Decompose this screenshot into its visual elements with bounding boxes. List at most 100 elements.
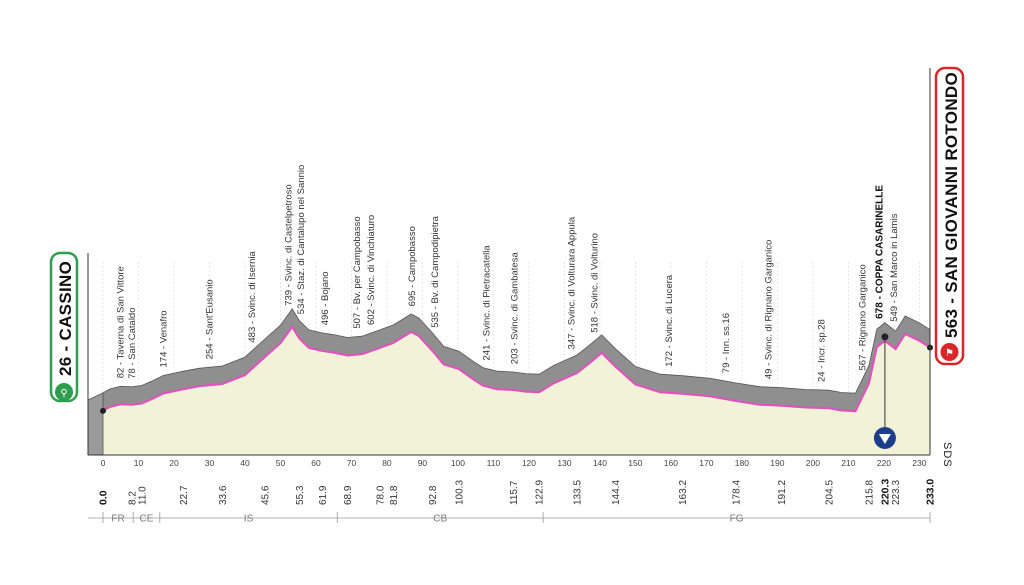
distance-label-16: 144.4 [611,480,622,505]
place-label-12: 241 - Svinc. di Pietracatella [481,245,492,361]
kom-point [881,333,889,341]
place-label-21: 678 - COPPA CASARINELLE [875,185,886,319]
km-tick-110: 110 [487,458,501,468]
distance-label-6: 55.3 [295,485,306,505]
kom-chevron-icon [878,434,891,444]
distance-label-3: 22.7 [179,485,190,505]
km-axis: 0 10 20 30 40 50 60 70 80 90 100 110 120 130 140 150 160… [87,68,931,468]
place-label-18: 49 - Svinc. di Rignano Garganico [764,240,775,379]
distance-label-0: 0.0 [98,490,110,505]
finish-icon [940,343,959,361]
distance-label-21: 215.8 [865,480,876,505]
km-tick-210: 210 [841,458,855,468]
start-altitude: 26 [56,356,75,376]
sds-label: SDS [941,442,953,468]
place-label-9: 602 - Svinc. di Vinchiaturo [366,215,377,325]
place-label-13: 203 - Svinc. di Gambatesa [510,252,521,365]
distance-label-4: 33.6 [218,485,229,505]
region-label-fr: FR [111,514,124,525]
place-label-0: 82 - Taverna di San Vittore [116,266,127,378]
km-tick-100: 100 [451,458,465,468]
km-tick-40: 40 [240,458,250,468]
km-tick-90: 90 [418,458,428,468]
distance-label-2: 11.0 [138,486,149,505]
distance-label-11: 92.8 [428,485,439,505]
km-tick-70: 70 [347,458,357,468]
km-tick-130: 130 [557,458,571,468]
place-label-15: 518 - Svinc. di Volturino [590,233,601,333]
place-label-10: 695 - Campobasso [407,226,418,306]
finish-icon-glyph: ⚑ [945,348,954,359]
km-tick-120: 120 [522,458,536,468]
region-label-fg: FG [730,514,744,525]
distance-label-12: 100.3 [455,480,466,505]
start-name: CASSINO [56,261,75,341]
profile-area [87,308,933,456]
km-tick-80: 80 [382,458,392,468]
km-tick-160: 160 [664,458,678,468]
distance-label-17: 163.2 [678,480,689,505]
start-icon [55,383,73,401]
start-icon-glyph: ⚲ [60,388,67,399]
distance-label-24: 233.0 [925,479,937,505]
finish-block: ⚑ 563 - SAN GIOVANNI ROTONDO [934,66,965,366]
place-label-5: 739 - Svinc. di Castelpetroso [284,184,295,305]
place-label-11: 535 - Bv. di Campodipietra [430,215,441,327]
distance-label-20: 204.5 [824,480,835,505]
place-label-3: 254 - Sant'Eusanio [205,279,216,359]
distance-label-9: 78.0 [375,485,386,505]
distance-label-7: 61.9 [318,485,329,505]
km-tick-230: 230 [912,458,926,468]
distance-label-18: 178.4 [732,480,743,505]
start-label: 26 - CASSINO [56,261,75,376]
distance-label-5: 45.6 [260,485,271,505]
km-tick-190: 190 [770,458,784,468]
profile-left-wall [87,392,104,456]
place-label-16: 172 - Svinc. di Lucera [664,274,675,367]
km-tick-0: 0 [101,458,106,468]
finish-label: 563 - SAN GIOVANNI ROTONDO [942,72,961,338]
distance-labels: 0.0 8.211.0 22.7 33.6 45.6 55.3 61.9 68.9 78.0 81… [98,479,937,505]
place-label-19: 24 - Incr. sp.28 [817,319,828,382]
start-point [100,407,106,414]
distance-label-15: 133.5 [572,480,583,505]
finish-altitude: 563 [942,309,961,338]
place-label-7: 496 - Bojano [320,271,331,325]
distance-label-1: 8.2 [128,491,139,505]
km-tick-180: 180 [735,458,749,468]
place-label-17: 79 - Inn. ss.16 [721,313,732,373]
km-tick-10: 10 [134,458,144,468]
km-tick-220: 220 [877,458,891,468]
finish-name: SAN GIOVANNI ROTONDO [942,72,961,293]
finish-badge [934,66,965,366]
distance-label-19: 191.2 [777,480,788,505]
place-label-2: 174 - Venafro [158,310,169,367]
start-block: ⚲ 26 - CASSINO [49,251,79,403]
region-label-is: IS [244,514,254,525]
place-label-8: 507 - Bv. per Campobasso [352,216,363,328]
km-tick-50: 50 [276,458,286,468]
distance-label-8: 68.9 [343,485,354,505]
distance-label-14: 122.9 [535,480,546,505]
distance-label-13: 115.7 [509,480,520,505]
road-line [102,324,931,413]
distance-label-22: 220.3 [879,479,891,505]
km-tick-60: 60 [311,458,321,468]
region-label-cb: CB [433,514,447,525]
place-label-1: 78 - San Cataldo [127,308,138,379]
distance-label-23: 223.3 [891,480,902,505]
place-label-20: 567 - Rignano Garganico [858,264,869,370]
place-labels: 82 - Taverna di San Vittore 78 - San Cata… [116,165,900,382]
region-label-ce: CE [140,514,154,525]
km-tick-170: 170 [699,458,713,468]
km-tick-140: 140 [593,458,607,468]
place-label-6: 534 - Staz. di Cantalupo nel Sannio [296,165,307,314]
place-label-22: 549 - San Marco in Lamis [889,213,900,321]
region-bar: FR CE IS CB FG [88,512,931,525]
place-label-14: 347 - Svinc. di Volturara Appula [567,216,578,349]
km-tick-200: 200 [806,458,820,468]
km-tick-20: 20 [169,458,179,468]
place-label-4: 483 - Svinc. di Isernia [247,251,258,343]
km-tick-150: 150 [628,458,642,468]
